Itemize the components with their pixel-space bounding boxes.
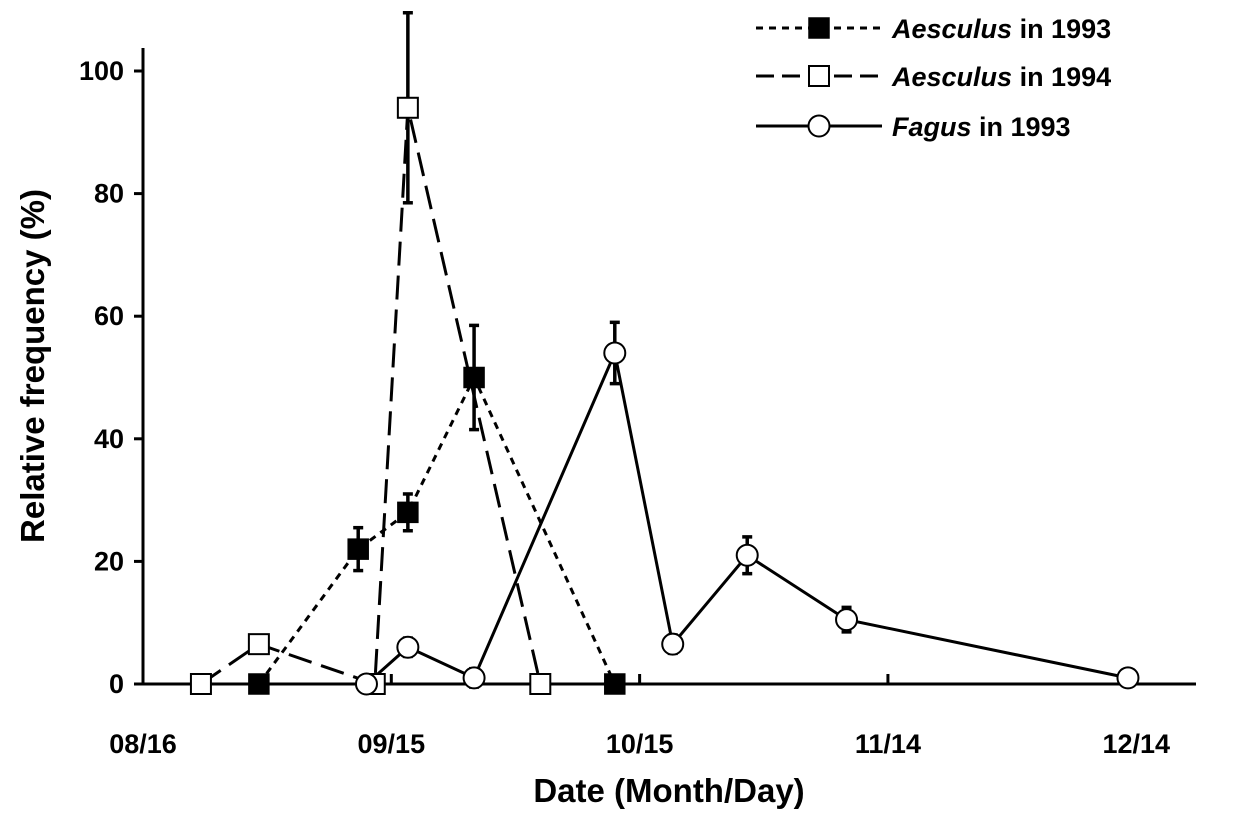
marker-open-circle (1116, 666, 1140, 690)
series-line (200, 107, 542, 687)
legend-label: Aesculus in 1994 (891, 62, 1111, 92)
marker-open-square (529, 673, 552, 695)
x-axis-title: Date (Month/Day) (533, 772, 804, 809)
x-tick-label: 10/15 (606, 729, 674, 759)
x-ticks: 08/16 09/15 10/15 11/14 12/14 (109, 674, 1170, 759)
marker-open-circle (354, 672, 378, 696)
marker-open-square (247, 633, 270, 656)
legend-label: Aesculus in 1993 (891, 14, 1111, 44)
x-tick-label: 08/16 (109, 729, 177, 759)
marker-filled-square (604, 673, 626, 695)
series-1-markers (189, 96, 552, 695)
legend-label: Fagus in 1993 (892, 112, 1071, 142)
marker-filled-square (397, 501, 419, 524)
marker-open-square (808, 65, 830, 87)
y-tick-label: 100 (79, 56, 124, 86)
marker-open-circle (661, 632, 685, 656)
y-tick-label: 40 (94, 424, 124, 454)
axes (141, 48, 1196, 686)
legend-label-italic: Aesculus (891, 14, 1012, 44)
x-tick-label: 12/14 (1102, 729, 1170, 759)
series-0-markers (248, 366, 626, 695)
marker-filled-square (347, 538, 369, 560)
series-0 (257, 323, 617, 685)
legend-label-rest: in 1993 (972, 112, 1071, 142)
legend-label-rest: in 1993 (1012, 14, 1111, 44)
y-tick-label: 20 (94, 546, 124, 576)
legend-label-italic: Aesculus (891, 62, 1012, 92)
marker-open-circle (462, 666, 486, 690)
series-1 (200, 11, 542, 687)
marker-filled-square (463, 366, 485, 389)
marker-open-circle (396, 635, 420, 659)
series-line (365, 347, 1129, 686)
y-tick-label: 60 (94, 301, 124, 331)
legend-label-rest: in 1994 (1012, 62, 1111, 92)
y-ticks: 0 20 40 60 80 100 (79, 56, 143, 699)
legend-item: Aesculus in 1994 (756, 62, 1111, 92)
marker-open-square (189, 673, 212, 695)
marker-open-circle (603, 341, 627, 365)
marker-open-square (396, 96, 419, 119)
marker-open-circle (807, 114, 831, 138)
y-axis-title: Relative frequency (%) (14, 189, 51, 543)
legend-item: Aesculus in 1993 (756, 14, 1111, 44)
y-tick-label: 0 (109, 669, 124, 699)
marker-open-circle (835, 608, 859, 632)
y-tick-label: 80 (94, 179, 124, 209)
marker-open-circle (735, 543, 759, 567)
marker-filled-square (808, 17, 830, 39)
legend-label-italic: Fagus (892, 112, 972, 142)
x-tick-label: 09/15 (358, 729, 426, 759)
legend-item: Fagus in 1993 (756, 112, 1071, 142)
series-2-markers (354, 341, 1140, 696)
marker-filled-square (248, 673, 270, 695)
plot-area (189, 11, 1140, 696)
series-line (257, 374, 617, 685)
x-tick-label: 11/14 (855, 729, 921, 759)
